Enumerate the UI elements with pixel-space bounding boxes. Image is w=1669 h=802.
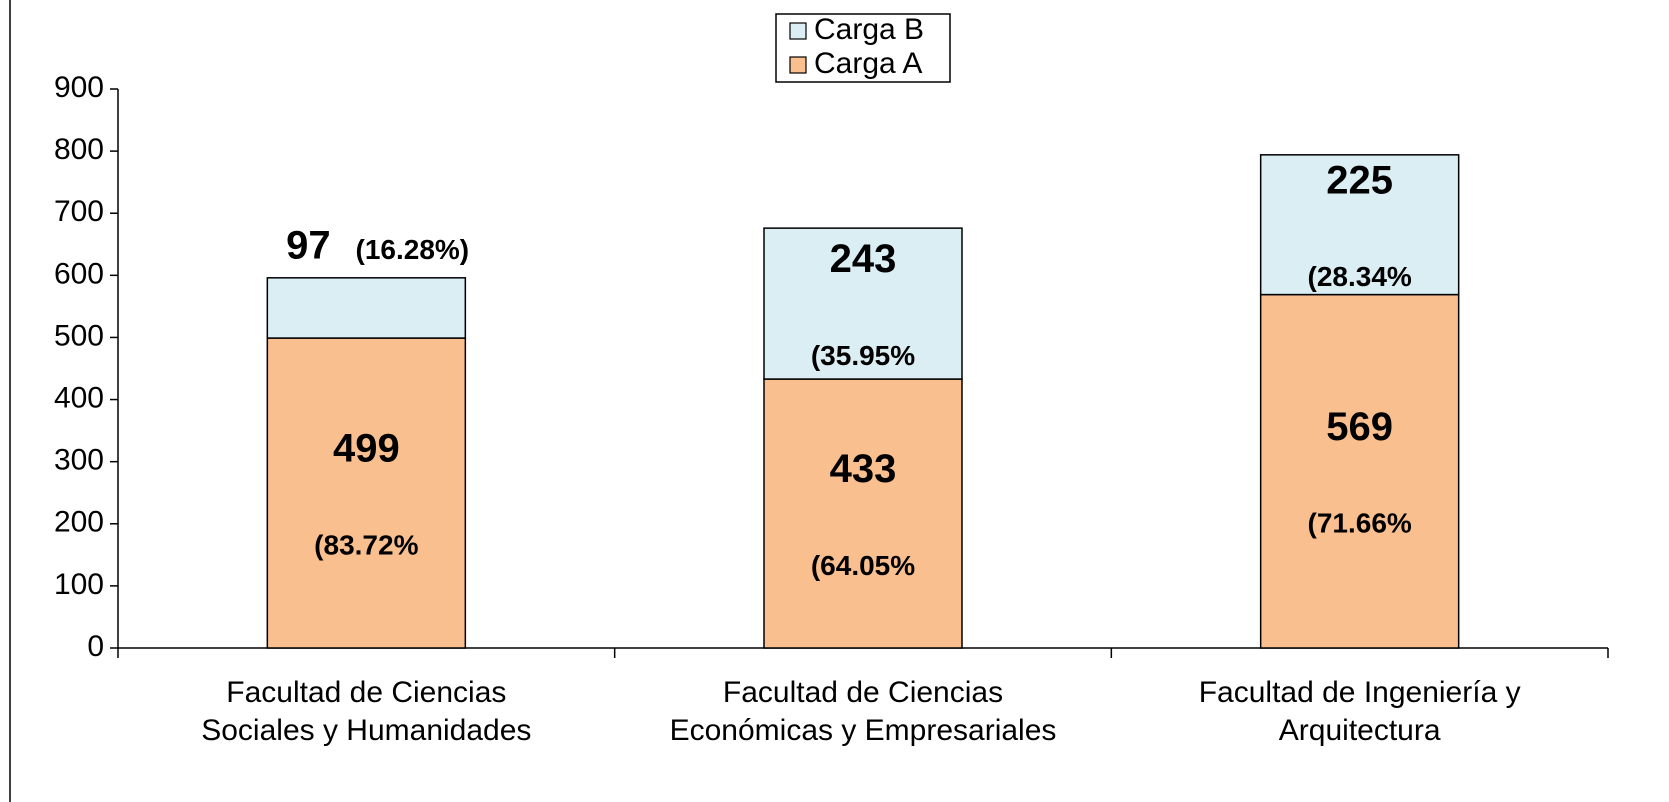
percent-label: (83.72% [314, 529, 418, 560]
legend-swatch [789, 56, 807, 74]
bar-segment [763, 227, 963, 380]
x-tick-label: Facultad de Ciencias [723, 676, 1003, 709]
x-tick-label: Arquitectura [1279, 714, 1441, 747]
bar-segment [266, 277, 467, 339]
y-tick-label: 600 [54, 257, 104, 290]
y-tick-label: 500 [54, 319, 104, 352]
y-tick-label: 700 [54, 195, 104, 228]
value-label: 569 [1326, 405, 1393, 449]
bar-segment [1259, 293, 1460, 649]
bar-segment [763, 378, 963, 649]
x-tick-label: Sociales y Humanidades [201, 714, 531, 747]
value-label: 243 [830, 237, 897, 281]
percent-label: (64.05% [811, 550, 915, 581]
y-tick-label: 400 [54, 381, 104, 414]
y-tick-label: 900 [54, 71, 104, 104]
percent-label: (16.28%) [356, 234, 470, 265]
percent-label: (71.66% [1308, 508, 1412, 539]
value-label: 97 [286, 223, 331, 267]
x-tick-label: Económicas y Empresariales [670, 714, 1057, 747]
y-tick-label: 800 [54, 133, 104, 166]
bar-segment [266, 337, 467, 649]
value-label: 225 [1326, 158, 1393, 202]
x-tick-label: Facultad de Ingeniería y [1199, 676, 1521, 709]
legend-label: Carga A [814, 47, 922, 80]
legend-label: Carga B [814, 13, 924, 46]
legend-swatch [789, 22, 807, 40]
percent-label: (28.34% [1308, 261, 1412, 292]
value-label: 433 [830, 447, 897, 491]
y-tick-label: 0 [87, 630, 104, 663]
percent-label: (35.95% [811, 340, 915, 371]
y-tick-label: 200 [54, 506, 104, 539]
bar-segment [1259, 154, 1460, 296]
value-label: 499 [333, 427, 400, 471]
y-tick-label: 300 [54, 444, 104, 477]
x-tick-label: Facultad de Ciencias [226, 676, 506, 709]
y-tick-label: 100 [54, 568, 104, 601]
